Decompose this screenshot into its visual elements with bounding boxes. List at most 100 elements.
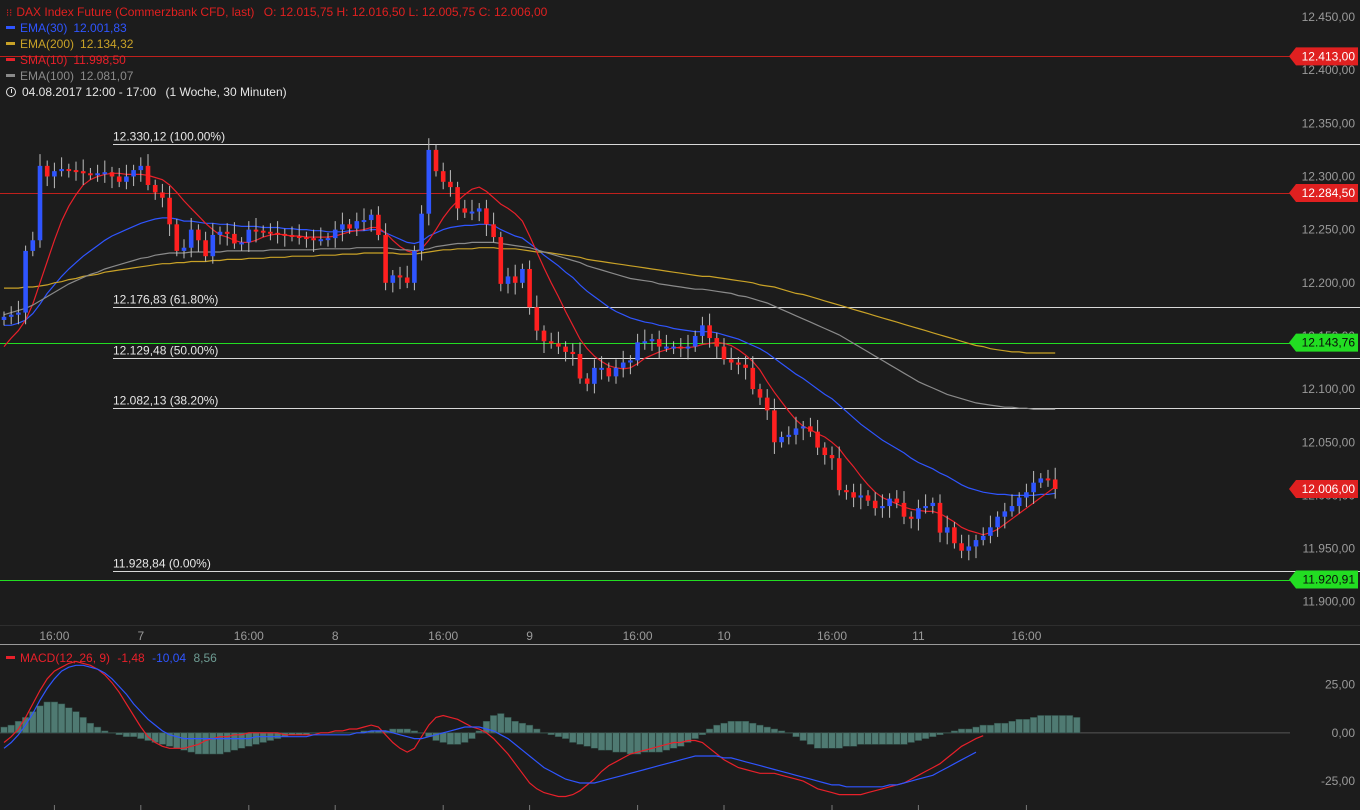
price-tag [1289,47,1358,66]
candle-body [757,389,763,398]
legend-ema30[interactable]: EMA(30) 12.001,83 [6,20,127,36]
candle-body [246,229,252,243]
macd-histogram-bar [612,732,620,753]
macd-histogram-bar [706,728,714,734]
candle-body [505,276,511,284]
clock-icon [6,87,16,97]
candle-body [484,208,489,225]
x-tick-label: 11 [912,629,925,643]
macd-histogram-bar [864,732,872,745]
price-tag-label: 11.920,91 [1303,573,1356,587]
macd-histogram-bar [1030,717,1038,734]
candle-body [901,502,907,517]
legend-ema100[interactable]: EMA(100) 12.081,07 [6,68,133,84]
macd-histogram-bar [101,730,109,734]
macd-histogram-bar [986,724,994,734]
ohlc-values: O: 12.015,75 H: 12.016,50 L: 12.005,75 C… [263,5,548,19]
x-tick-label: 16:00 [817,629,847,643]
macd-histogram-bar [655,732,663,753]
candle-body [944,527,950,533]
macd-histogram-bar [554,732,562,737]
macd-histogram-bar [727,720,735,734]
candle-body [95,173,100,176]
candle-body [800,426,806,429]
candle-body [217,231,223,235]
macd-legend[interactable]: MACD(12, 26, 9) -1,48 -10,04 8,56 [6,650,217,666]
candle-body [404,277,410,283]
legend-sma10[interactable]: SMA(10) 11.998,50 [6,52,126,68]
candle-body [1,316,7,321]
macd-histogram-bar [900,732,908,745]
candle-body [390,275,396,283]
candle-body [556,343,561,347]
macd-histogram-bar [929,732,937,737]
macd-histogram-bar [432,732,440,741]
macd-histogram-bar [43,701,51,734]
candle-body [635,342,640,361]
macd-y-tick-label: 25,00 [1325,678,1355,692]
candle-body [224,231,230,234]
macd-histogram-bar [1058,715,1066,734]
y-tick-label: 12.250,00 [1302,223,1356,237]
macd-histogram-bar [806,732,814,745]
macd-histogram-bar [619,732,627,753]
candle-body [325,238,331,241]
macd-value-1: -1,48 [117,651,145,665]
candle-body [152,184,158,193]
candle-body [959,543,964,551]
macd-histogram-bar [252,732,260,745]
candle-body [347,224,352,229]
y-tick-label: 12.350,00 [1302,116,1356,130]
y-tick-label: 12.100,00 [1302,382,1356,396]
macd-label: MACD(12, 26, 9) [20,651,111,665]
candle-body [966,546,972,551]
candle-body [88,173,93,176]
candle-body [548,341,554,344]
candle-body [102,172,108,175]
legend-ema200[interactable]: EMA(200) 12.134,32 [6,36,133,52]
candle-body [692,335,698,347]
candle-body [930,502,936,507]
candle-body [1009,506,1015,512]
macd-histogram-bar [194,732,202,755]
macd-y-tick-label: -25,00 [1321,774,1355,788]
y-tick-label: 12.450,00 [1302,10,1356,24]
candle-body [419,213,424,251]
macd-histogram-bar [1001,722,1009,734]
candle-body [563,346,568,352]
candle-body [577,354,583,379]
macd-histogram-bar [29,711,37,734]
candle-body [764,397,770,411]
x-tick-label: 16:00 [623,629,653,643]
macd-histogram-bar [799,732,807,741]
candle-body [743,364,748,368]
candle-body [714,338,720,347]
macd-histogram-bar [598,732,606,751]
candle-body [1038,478,1044,483]
candle-body [37,165,43,241]
candle-body [779,436,784,443]
macd-histogram-bar [821,732,829,749]
macd-histogram-bar [108,732,116,734]
chart-title-row: ⁝⁝ DAX Index Future (Commerzbank CFD, las… [6,4,547,22]
candle-body [858,495,864,498]
price-tag [1289,570,1358,589]
macd-histogram-bar [562,732,570,739]
candle-body [815,431,820,448]
macd-histogram-bar [1073,717,1081,734]
legend-label: EMA(100) [20,69,75,83]
candle-body [160,192,165,198]
candle-body [988,527,993,536]
candle-body [786,434,792,437]
macd-histogram-bar [763,726,771,734]
candle-body [498,237,504,284]
candle-body [656,339,662,347]
macd-histogram-bar [230,732,238,751]
candle-body [59,169,64,172]
candle-body [872,500,878,509]
macd-histogram-bar [79,717,87,734]
candle-body [167,197,172,225]
candle-body [678,346,684,349]
macd-histogram-bar [461,732,469,743]
